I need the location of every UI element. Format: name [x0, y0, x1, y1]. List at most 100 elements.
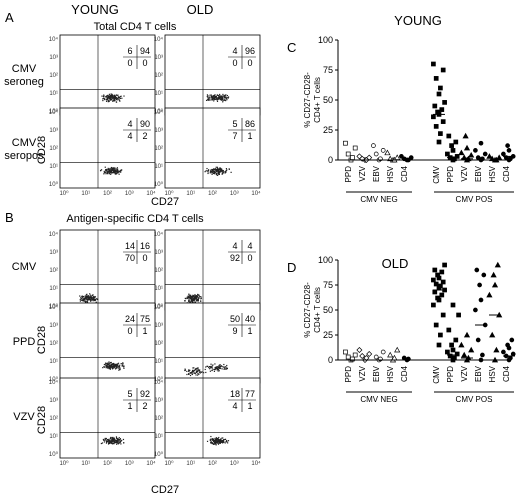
event-dot — [94, 299, 96, 301]
event-dot — [121, 97, 123, 99]
quadrant-ur: 75 — [140, 314, 150, 324]
event-dot — [106, 362, 108, 364]
event-dot — [108, 99, 110, 101]
event-dot — [115, 366, 117, 368]
quadrant-lr: 1 — [142, 326, 147, 336]
event-dot — [186, 370, 188, 373]
event-dot — [213, 97, 216, 99]
event-dot — [205, 99, 208, 102]
x-tick-label: 10⁴ — [251, 190, 261, 197]
y-tick-label: 10⁴ — [49, 231, 59, 238]
event-dot — [110, 99, 112, 101]
event-dot — [210, 94, 212, 96]
data-point — [432, 289, 438, 295]
event-dot — [119, 364, 121, 366]
event-dot — [109, 172, 111, 174]
data-point — [450, 302, 456, 308]
y-tick-label: 10⁰ — [49, 303, 59, 310]
event-dot — [188, 296, 190, 298]
y-tick-label: 10² — [49, 341, 58, 347]
event-dot — [115, 436, 118, 438]
event-dot — [213, 440, 215, 442]
event-dot — [216, 97, 218, 99]
y-tick-label: 10² — [154, 146, 163, 152]
event-dot — [197, 297, 199, 299]
event-dot — [192, 370, 194, 373]
quadrant-ll: 0 — [127, 58, 132, 68]
event-dot — [108, 365, 110, 367]
y-tick-label: 10¹ — [49, 91, 58, 97]
event-dot — [80, 299, 82, 301]
event-dot — [212, 98, 214, 100]
event-dot — [213, 370, 216, 372]
event-dot — [82, 298, 84, 300]
event-dot — [105, 442, 108, 444]
y-tick-label: 10¹ — [49, 434, 58, 440]
y-tick-label: 10² — [49, 73, 58, 79]
data-point — [352, 352, 358, 358]
event-dot — [103, 439, 106, 441]
event-dot — [113, 443, 115, 445]
y-tick-label: 10⁴ — [154, 304, 164, 311]
event-dot — [110, 166, 113, 169]
event-dot — [121, 365, 123, 367]
event-dot — [100, 169, 103, 171]
y-tick-label: 10³ — [49, 250, 58, 256]
y-tick-label: 10² — [49, 268, 58, 274]
event-dot — [212, 172, 214, 174]
event-dot — [212, 443, 214, 445]
event-dot — [117, 443, 119, 445]
event-dot — [214, 442, 217, 445]
event-dot — [112, 365, 114, 367]
event-dot — [215, 366, 217, 368]
y-tick-label: 25 — [323, 125, 333, 135]
event-dot — [207, 172, 209, 175]
event-dot — [219, 95, 221, 97]
event-dot — [117, 438, 119, 440]
event-dot — [112, 167, 114, 169]
header-young: YOUNG — [71, 2, 119, 17]
event-dot — [117, 96, 119, 98]
event-dot — [213, 172, 215, 174]
y-tick-label: 25 — [323, 330, 333, 340]
data-point — [442, 100, 447, 105]
event-dot — [225, 170, 227, 172]
event-dot — [103, 94, 105, 96]
y-axis-label: CD4+ T cells — [313, 287, 322, 333]
event-dot — [215, 440, 217, 442]
event-dot — [118, 98, 120, 100]
event-dot — [216, 438, 218, 440]
event-dot — [216, 98, 218, 100]
event-dot — [224, 438, 226, 441]
event-dot — [225, 440, 228, 442]
event-dot — [212, 438, 214, 440]
event-dot — [218, 442, 220, 444]
event-dot — [94, 298, 96, 301]
x-tick-label: 10³ — [125, 461, 134, 467]
data-point — [454, 154, 460, 159]
event-dot — [218, 98, 220, 100]
y-tick-label: 10² — [154, 73, 163, 79]
event-dot — [220, 439, 222, 441]
event-dot — [219, 367, 221, 369]
data-point — [350, 155, 355, 160]
data-point — [380, 349, 386, 355]
event-dot — [206, 94, 209, 96]
event-dot — [117, 172, 119, 174]
event-dot — [208, 366, 210, 369]
data-point — [509, 337, 515, 343]
event-dot — [108, 93, 111, 95]
data-point — [508, 355, 513, 361]
event-dot — [96, 298, 98, 300]
event-dot — [116, 366, 118, 368]
event-dot — [188, 299, 190, 301]
y-tick-label: 10⁴ — [49, 304, 59, 311]
row-label: PPD — [13, 336, 36, 348]
y-tick-label: 10² — [154, 341, 163, 347]
event-dot — [221, 96, 223, 98]
event-dot — [216, 99, 218, 101]
data-point — [452, 355, 457, 361]
event-dot — [104, 363, 106, 366]
data-point — [440, 312, 446, 318]
